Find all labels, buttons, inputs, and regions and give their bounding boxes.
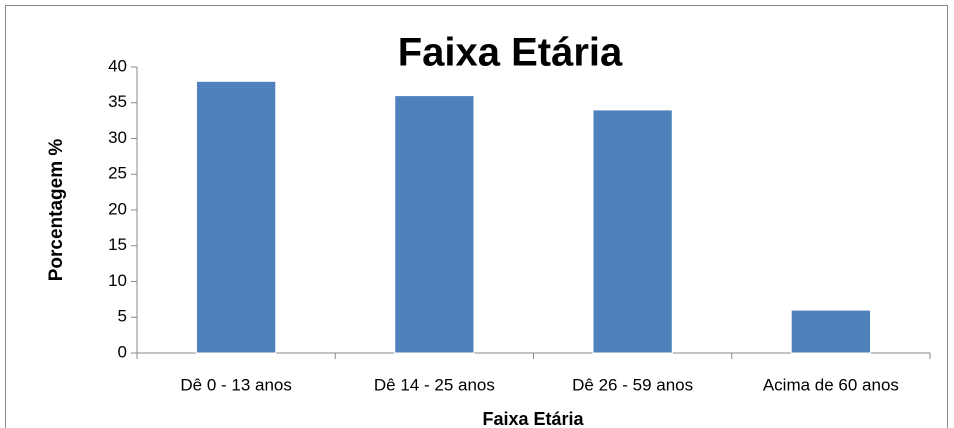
chart-border <box>5 5 948 428</box>
x-tick-label: Acima de 60 anos <box>763 375 899 394</box>
x-tick-label: Dê 14 - 25 anos <box>374 375 495 394</box>
bar <box>195 80 277 354</box>
y-tick-label: 30 <box>108 128 127 147</box>
x-tick-label: Dê 26 - 59 anos <box>572 375 693 394</box>
bar <box>790 309 872 354</box>
x-tick-label: Dê 0 - 13 anos <box>180 375 292 394</box>
bar <box>394 95 475 354</box>
chart-title: Faixa Etária <box>398 31 623 75</box>
y-axis-title: Porcentagem % <box>46 139 67 282</box>
x-axis-title: Faixa Etária <box>482 409 584 428</box>
y-tick-label: 10 <box>108 271 127 290</box>
y-tick-label: 5 <box>118 307 127 326</box>
y-tick-label: 25 <box>108 164 127 183</box>
y-tick-label: 15 <box>108 235 127 254</box>
bar <box>592 109 673 354</box>
y-tick-label: 35 <box>108 92 127 111</box>
y-tick-label: 40 <box>108 56 127 75</box>
y-tick-label: 20 <box>108 199 127 218</box>
y-tick-label: 0 <box>118 342 127 361</box>
